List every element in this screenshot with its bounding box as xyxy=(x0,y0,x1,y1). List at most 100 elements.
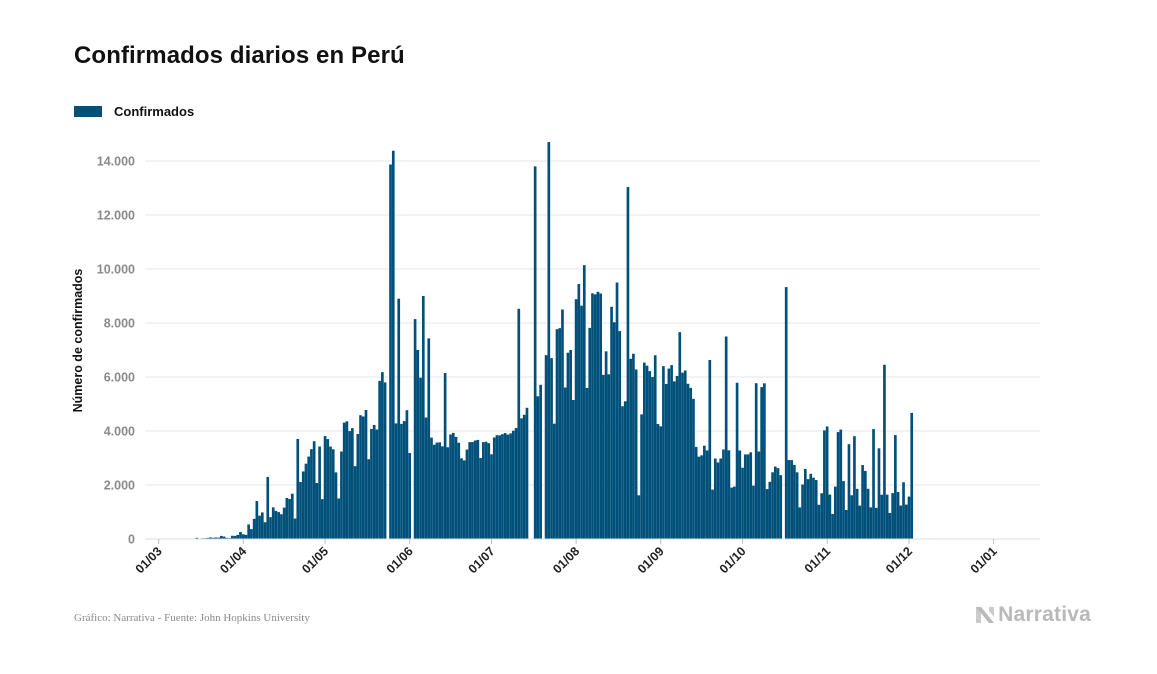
bar xyxy=(209,537,212,539)
bar xyxy=(705,450,709,539)
bar xyxy=(217,537,220,539)
bar xyxy=(904,504,908,539)
bar xyxy=(749,452,753,539)
bar xyxy=(678,332,682,539)
bar xyxy=(361,416,365,539)
bar xyxy=(378,380,381,539)
bar xyxy=(716,462,720,539)
bar xyxy=(722,449,725,539)
bar xyxy=(271,507,275,539)
bar xyxy=(432,444,436,539)
y-tick-label: 8.000 xyxy=(104,317,135,331)
bar xyxy=(372,424,376,539)
bar xyxy=(640,414,643,539)
x-tick-label: 01/07 xyxy=(466,544,498,576)
bar xyxy=(195,537,199,539)
bar xyxy=(280,514,283,539)
bar xyxy=(334,472,338,539)
bar xyxy=(894,435,897,539)
bar xyxy=(803,468,807,539)
bar xyxy=(419,377,422,539)
bar xyxy=(345,421,349,539)
bar xyxy=(686,383,690,539)
bar xyxy=(552,423,556,539)
bar xyxy=(476,439,480,539)
bars xyxy=(170,142,914,540)
bar xyxy=(220,535,223,539)
bar xyxy=(885,494,889,539)
bar xyxy=(402,421,406,539)
bar xyxy=(550,358,553,539)
bar xyxy=(708,359,712,539)
bar xyxy=(454,436,458,539)
bar xyxy=(626,187,630,539)
bar xyxy=(683,370,687,539)
y-tick-label: 0 xyxy=(128,533,135,547)
bar xyxy=(465,449,469,539)
bar xyxy=(615,282,619,539)
bar xyxy=(823,430,826,539)
bar xyxy=(842,481,845,539)
bar xyxy=(544,355,548,539)
bar xyxy=(214,537,218,539)
legend-swatch xyxy=(74,106,102,117)
bar xyxy=(768,481,772,539)
bar xyxy=(664,383,668,539)
bar xyxy=(790,460,793,539)
bar xyxy=(700,455,703,539)
bar xyxy=(503,433,507,539)
bar xyxy=(522,414,526,539)
bar xyxy=(891,493,894,539)
bar xyxy=(577,284,581,539)
bar xyxy=(381,372,384,539)
bar xyxy=(776,468,780,539)
bar xyxy=(599,293,602,539)
bar xyxy=(806,479,810,539)
bar xyxy=(337,498,341,539)
bar xyxy=(460,458,463,539)
bar xyxy=(539,384,542,539)
bar xyxy=(321,499,324,539)
bar xyxy=(370,428,373,539)
bar xyxy=(621,406,624,539)
bar xyxy=(793,464,796,539)
bar xyxy=(468,442,472,539)
bar xyxy=(533,166,537,539)
bar xyxy=(269,517,272,539)
bar xyxy=(323,436,327,539)
bar xyxy=(424,417,428,539)
bar xyxy=(809,473,813,539)
x-tick-label: 01/04 xyxy=(217,544,249,576)
bar xyxy=(651,377,654,539)
bar xyxy=(206,537,210,539)
bar xyxy=(637,495,641,539)
bar xyxy=(239,531,242,539)
bar xyxy=(400,423,403,539)
bar xyxy=(397,298,401,539)
bar xyxy=(907,496,911,539)
x-tick-label: 01/08 xyxy=(550,544,582,576)
bar xyxy=(244,534,248,539)
bar xyxy=(733,486,736,539)
bar xyxy=(703,445,706,539)
bar xyxy=(563,387,567,539)
bar xyxy=(536,396,540,539)
bar xyxy=(902,482,905,539)
bar xyxy=(307,456,311,539)
bar xyxy=(610,306,613,539)
bar xyxy=(558,328,562,539)
bar xyxy=(632,353,635,539)
bar xyxy=(618,331,622,539)
bar xyxy=(880,494,884,539)
x-tick-label: 01/06 xyxy=(384,544,416,576)
bar xyxy=(642,362,646,539)
bar xyxy=(888,512,892,539)
bar xyxy=(304,463,308,539)
bar xyxy=(367,459,371,539)
bar xyxy=(839,429,843,539)
bar xyxy=(899,505,903,539)
bar xyxy=(634,369,638,539)
bar xyxy=(252,518,256,539)
bar xyxy=(645,365,649,539)
bar xyxy=(874,507,878,539)
